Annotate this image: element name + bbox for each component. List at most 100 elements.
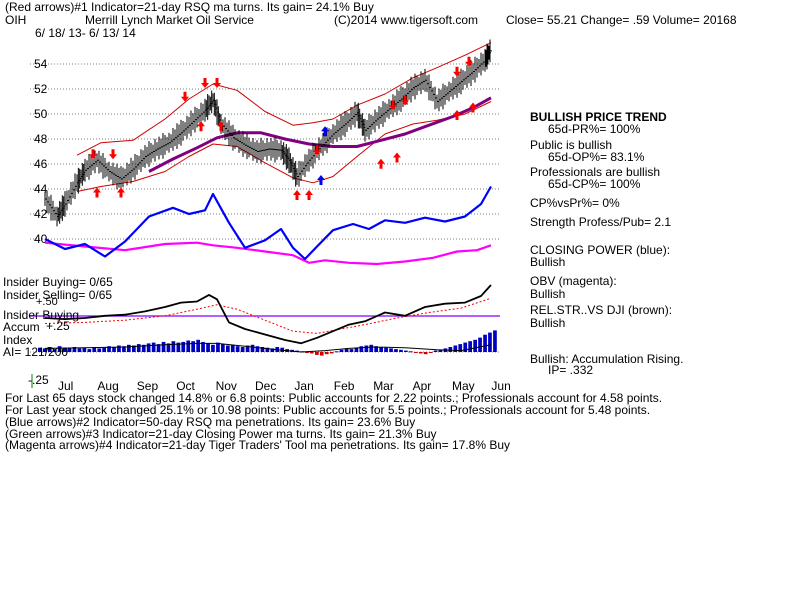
red-sell-arrow: [453, 66, 461, 77]
obv-value: Bullish: [530, 287, 566, 301]
insider-buying-label: Insider Buying: [3, 308, 80, 322]
accum-bar: [488, 332, 492, 352]
signal-arrows: [89, 56, 477, 200]
accum-bar: [82, 347, 87, 352]
y-tick-label: 54: [34, 57, 48, 71]
accum-bar: [42, 348, 47, 352]
accum-bar: [206, 343, 210, 352]
relstr-value: Bullish: [530, 316, 566, 330]
chart-series: [38, 39, 497, 356]
accum-label: Accum: [3, 320, 40, 334]
red-buy-arrow: [93, 187, 101, 198]
accum-bar: [448, 347, 453, 352]
ai-value: AI= 121/200: [3, 345, 69, 359]
accum-bar: [245, 345, 250, 352]
rel-str-ma-line: [44, 297, 492, 334]
accum-bar: [260, 347, 265, 352]
grid-lines: [30, 63, 500, 388]
accum-bar: [211, 344, 215, 352]
accum-bar: [216, 342, 220, 352]
public-status: Public is bullish: [530, 138, 613, 152]
accum-bar: [399, 349, 403, 352]
red-sell-arrow: [389, 100, 397, 111]
footer-blue-arrows: (Blue arrows)#2 Indicator=50-day RSQ ma …: [5, 415, 416, 429]
red-buy-arrow: [293, 190, 301, 200]
accum-bar: [473, 339, 477, 352]
closing-power-value: Bullish: [530, 255, 566, 269]
insider-selling-count: Insider Selling= 0/65: [3, 288, 113, 302]
accum-bar: [374, 346, 378, 352]
relstr-label: REL.STR..VS DJI (brown):: [530, 303, 673, 317]
red-buy-arrow: [117, 187, 125, 198]
red-buy-arrow: [469, 102, 477, 113]
accum-bar: [344, 348, 349, 352]
accum-bar: [191, 341, 195, 352]
header-indicator-line: (Red arrows)#1 Indicator=21-day RSQ ma t…: [5, 0, 374, 14]
month-label: May: [452, 379, 475, 393]
accum-bar: [394, 349, 398, 352]
accum-bar: [171, 341, 176, 352]
accum-bar: [127, 344, 131, 352]
accum-bar: [151, 342, 156, 352]
quote-summary: Close= 55.21 Change= .59 Volume= 20168: [506, 13, 737, 27]
accum-bar: [176, 342, 181, 352]
accum-bar: [72, 347, 77, 352]
insider-buying-count: Insider Buying= 0/65: [3, 275, 113, 289]
accum-bar: [255, 346, 260, 352]
footer-green-arrows: (Green arrows)#3 Indicator=21-day Closin…: [5, 427, 437, 441]
accum-bar: [117, 345, 121, 352]
red-sell-arrow: [89, 149, 97, 160]
y-tick-label: 40: [34, 232, 48, 246]
month-label: Apr: [413, 379, 432, 393]
blue-buy-arrow: [317, 175, 325, 185]
month-label: Oct: [176, 379, 195, 393]
accum-bar: [97, 348, 102, 352]
op-percent: 65d-OP%= 83.1%: [548, 150, 645, 164]
y-tick-label: 46: [34, 157, 48, 171]
accum-bar: [87, 349, 92, 352]
accum-ma-line: [44, 342, 492, 353]
cp-percent: 65d-CP%= 100%: [548, 177, 641, 191]
accum-bar: [166, 343, 171, 352]
accum-bar: [379, 347, 383, 352]
accum-bar: [240, 347, 245, 352]
index-label: Index: [3, 333, 33, 347]
accum-bar: [230, 344, 235, 352]
footer-65-day-change: For Last 65 days stock changed 14.8% or …: [5, 391, 663, 405]
accum-scale-minus25: -.25: [28, 373, 49, 387]
accum-bar: [349, 349, 354, 352]
accum-bar: [156, 344, 161, 352]
accum-bar: [196, 339, 200, 352]
month-label: Aug: [97, 379, 118, 393]
accum-bar: [468, 341, 472, 352]
accum-bar: [186, 340, 191, 352]
date-range: 6/ 18/ 13- 6/ 13/ 14: [35, 26, 136, 40]
red-sell-arrow: [465, 56, 473, 67]
month-label: Jun: [491, 379, 510, 393]
security-name: Merrill Lynch Market Oil Service: [85, 13, 254, 27]
accum-bar: [453, 345, 458, 352]
accum-bar: [102, 347, 106, 352]
accum-bar: [221, 344, 225, 352]
accum-bar: [77, 348, 82, 352]
accum-bar: [409, 351, 413, 353]
ip-value: IP= .332: [548, 363, 594, 377]
red-buy-arrow: [217, 121, 225, 132]
red-sell-arrow: [181, 91, 189, 102]
red-sell-arrow: [109, 149, 117, 160]
accum-bar: [404, 350, 408, 352]
y-tick-label: 42: [34, 207, 48, 221]
red-sell-arrow: [213, 78, 221, 88]
red-buy-arrow: [197, 121, 205, 132]
red-sell-arrow: [313, 145, 321, 156]
accum-bar: [38, 347, 42, 352]
accum-bar: [52, 349, 57, 352]
price-trend-heading: BULLISH PRICE TREND: [530, 110, 667, 124]
accum-bar: [146, 343, 151, 352]
month-label: Sep: [137, 379, 159, 393]
accum-bar: [107, 346, 111, 352]
accum-bar: [161, 341, 166, 352]
accum-bar: [483, 334, 487, 352]
accum-bar: [141, 344, 146, 352]
